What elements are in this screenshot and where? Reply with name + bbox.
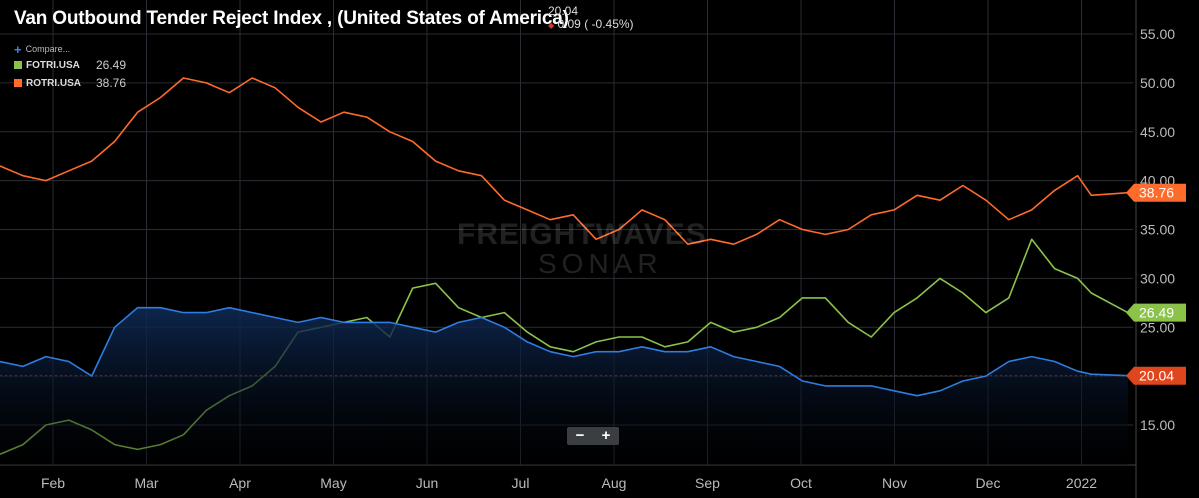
y-tick-label: 55.00	[1140, 26, 1175, 42]
x-tick-label: May	[320, 475, 346, 491]
x-tick-label: Jun	[416, 475, 439, 491]
x-tick-label: Jul	[512, 475, 530, 491]
legend-symbol: ROTRI.USA	[26, 77, 81, 89]
last-value-label: 20.04	[1139, 368, 1174, 384]
last-value-tag	[1126, 366, 1186, 385]
last-value-label: 26.49	[1139, 305, 1174, 321]
y-tick-label: 15.00	[1140, 417, 1175, 433]
y-tick-label: 30.00	[1140, 270, 1175, 286]
x-tick-label: Nov	[882, 475, 907, 491]
x-tick-label: Feb	[41, 475, 65, 491]
legend: + Compare... FOTRI.USA 26.49 ROTRI.USA 3…	[14, 42, 126, 92]
down-triangle-icon: ◆	[548, 21, 555, 30]
y-tick-label: 25.00	[1140, 319, 1175, 335]
plus-icon: +	[14, 41, 22, 57]
quote-change: 0.09 ( -0.45%)	[557, 17, 634, 31]
series-area	[0, 307, 1128, 465]
x-tick-label: Apr	[229, 475, 251, 491]
legend-swatch-green	[14, 61, 22, 69]
watermark-product: SONAR	[538, 248, 663, 279]
zoom-out-button[interactable]: −	[575, 427, 585, 444]
compare-button[interactable]: + Compare...	[14, 41, 126, 57]
legend-value: 38.76	[96, 76, 127, 90]
compare-label: Compare...	[25, 44, 71, 54]
legend-value: 26.49	[96, 58, 127, 72]
series-line-votri-usa	[0, 306, 1129, 397]
x-tick-label: Dec	[976, 475, 1001, 491]
y-tick-label: 35.00	[1140, 222, 1175, 238]
quote-box: 20.04 ◆ 0.09 ( -0.45%)	[548, 5, 634, 32]
x-tick-label: Mar	[134, 475, 158, 491]
y-tick-label: 50.00	[1140, 75, 1175, 91]
zoom-in-button[interactable]: +	[601, 427, 611, 444]
last-value-tag	[1126, 183, 1186, 202]
last-value-tag	[1126, 303, 1186, 322]
watermark-brand: FREIGHTWAVES	[457, 218, 707, 251]
chart-title: Van Outbound Tender Reject Index , (Unit…	[14, 8, 569, 29]
x-tick-label: 2022	[1066, 475, 1097, 491]
x-tick-label: Sep	[695, 475, 720, 491]
zoom-controls: − +	[567, 427, 619, 445]
legend-item-rotri[interactable]: ROTRI.USA 38.76	[14, 74, 126, 92]
x-tick-label: Aug	[602, 475, 627, 491]
legend-item-fotri[interactable]: FOTRI.USA 26.49	[14, 56, 126, 74]
legend-swatch-orange	[14, 79, 22, 87]
last-value-label: 38.76	[1139, 185, 1174, 201]
quote-last: 20.04	[548, 4, 579, 18]
series-line-rotri-usa	[0, 77, 1129, 245]
legend-symbol: FOTRI.USA	[26, 59, 80, 71]
x-tick-label: Oct	[790, 475, 812, 491]
y-tick-label: 45.00	[1140, 124, 1175, 140]
